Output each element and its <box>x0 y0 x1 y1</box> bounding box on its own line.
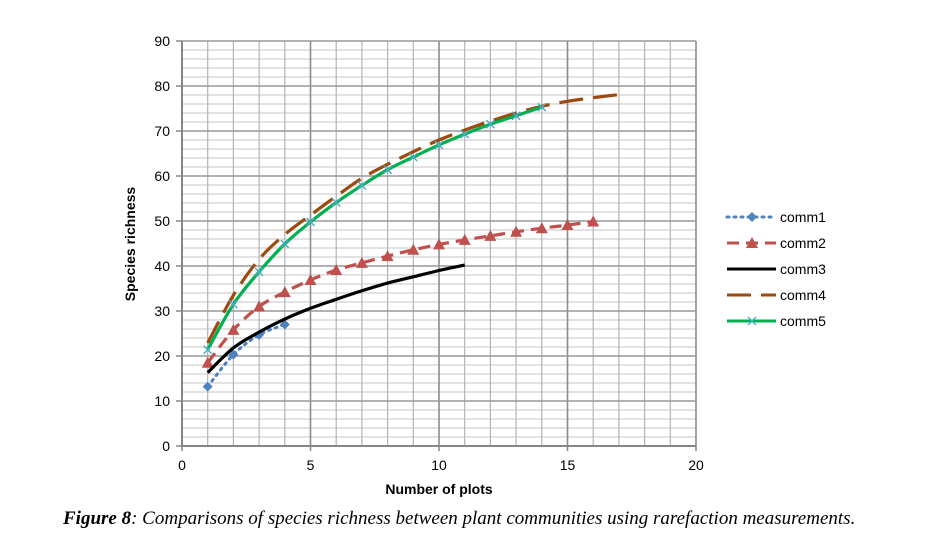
y-tick-label: 80 <box>154 78 170 94</box>
comm1-point <box>202 381 213 392</box>
series-comm3 <box>206 263 466 374</box>
comm2-point <box>355 256 368 268</box>
comm2-line <box>206 219 594 364</box>
comm5-point <box>408 152 418 162</box>
comm1-point <box>228 349 239 360</box>
comm5-point <box>254 267 264 277</box>
legend-label-comm1: comm1 <box>780 209 826 225</box>
comm5-point <box>203 345 213 355</box>
y-tick-label: 70 <box>154 123 170 139</box>
legend-item-comm5: comm5 <box>727 313 826 329</box>
y-tick-label: 60 <box>154 168 170 184</box>
comm3-line <box>206 263 466 374</box>
comm2-point <box>484 229 497 241</box>
x-tick-label: 15 <box>560 457 576 473</box>
comm2-point <box>433 238 445 250</box>
comm2-point <box>458 233 471 245</box>
comm2-point <box>535 222 548 234</box>
comm2-point <box>330 264 343 276</box>
major-gridlines <box>182 40 697 446</box>
comm5-line <box>206 105 543 351</box>
x-axis-title: Number of plots <box>385 481 493 497</box>
legend-label-comm2: comm2 <box>780 235 826 251</box>
y-tick-label: 0 <box>162 438 170 454</box>
series-group <box>201 92 620 392</box>
figure-label: Figure 8 <box>63 508 132 529</box>
comm2-point <box>253 300 266 312</box>
comm5-point <box>357 180 367 190</box>
y-tick-label: 10 <box>154 393 170 409</box>
legend-marker-comm5 <box>747 316 757 326</box>
axes <box>176 40 697 451</box>
legend-label-comm5: comm5 <box>780 313 826 329</box>
comm2-point <box>510 225 523 237</box>
x-axis-tick-labels: 0 5 10 15 20 <box>178 457 704 473</box>
comm1-line <box>206 323 287 389</box>
comm5-point <box>511 111 521 121</box>
comm5-point <box>331 198 341 208</box>
legend-item-comm3: comm3 <box>727 261 826 277</box>
comm5-point <box>280 239 290 249</box>
comm2-point <box>227 323 240 335</box>
x-tick-label: 10 <box>431 457 447 473</box>
comm5-point <box>537 102 547 112</box>
legend-item-comm4: comm4 <box>727 287 826 303</box>
legend-label-comm3: comm3 <box>780 261 826 277</box>
comm5-point <box>383 165 393 175</box>
figure-caption-text: : Comparisons of species richness betwee… <box>131 508 856 529</box>
comm2-point <box>304 273 317 285</box>
comm2-point <box>587 215 600 227</box>
series-comm5 <box>203 102 547 355</box>
comm4-line <box>206 92 620 344</box>
figure-caption: Figure 8: Comparisons of species richnes… <box>63 508 855 530</box>
y-tick-label: 90 <box>154 33 170 49</box>
comm2-point <box>561 219 574 231</box>
comm5-point <box>485 119 495 129</box>
y-tick-label: 40 <box>154 258 170 274</box>
comm2-point <box>381 250 394 262</box>
x-tick-label: 20 <box>688 457 704 473</box>
comm2-point <box>278 286 291 298</box>
legend-marker-comm1 <box>747 212 757 222</box>
legend-item-comm2: comm2 <box>727 235 826 251</box>
series-comm4 <box>206 92 620 344</box>
comm2-point <box>407 243 420 255</box>
legend-label-comm4: comm4 <box>780 287 826 303</box>
y-axis-title: Species richness <box>122 187 138 302</box>
comm5-point <box>460 129 470 139</box>
comm2-point <box>201 356 214 368</box>
y-axis-tick-labels: 0 10 20 30 40 50 60 70 80 90 <box>154 33 170 454</box>
comm5-point <box>228 299 238 309</box>
comm5-point <box>306 217 315 227</box>
y-tick-label: 50 <box>154 213 170 229</box>
comm5-point <box>434 140 444 150</box>
series-comm1 <box>202 319 290 392</box>
legend: comm1 comm2 comm3 comm4 comm5 <box>725 209 826 329</box>
x-tick-label: 0 <box>178 457 186 473</box>
y-tick-label: 20 <box>154 348 170 364</box>
y-tick-label: 30 <box>154 303 170 319</box>
series-comm2 <box>201 215 600 368</box>
legend-marker-comm2 <box>746 237 758 248</box>
x-tick-label: 5 <box>307 457 315 473</box>
legend-item-comm1: comm1 <box>725 209 826 225</box>
